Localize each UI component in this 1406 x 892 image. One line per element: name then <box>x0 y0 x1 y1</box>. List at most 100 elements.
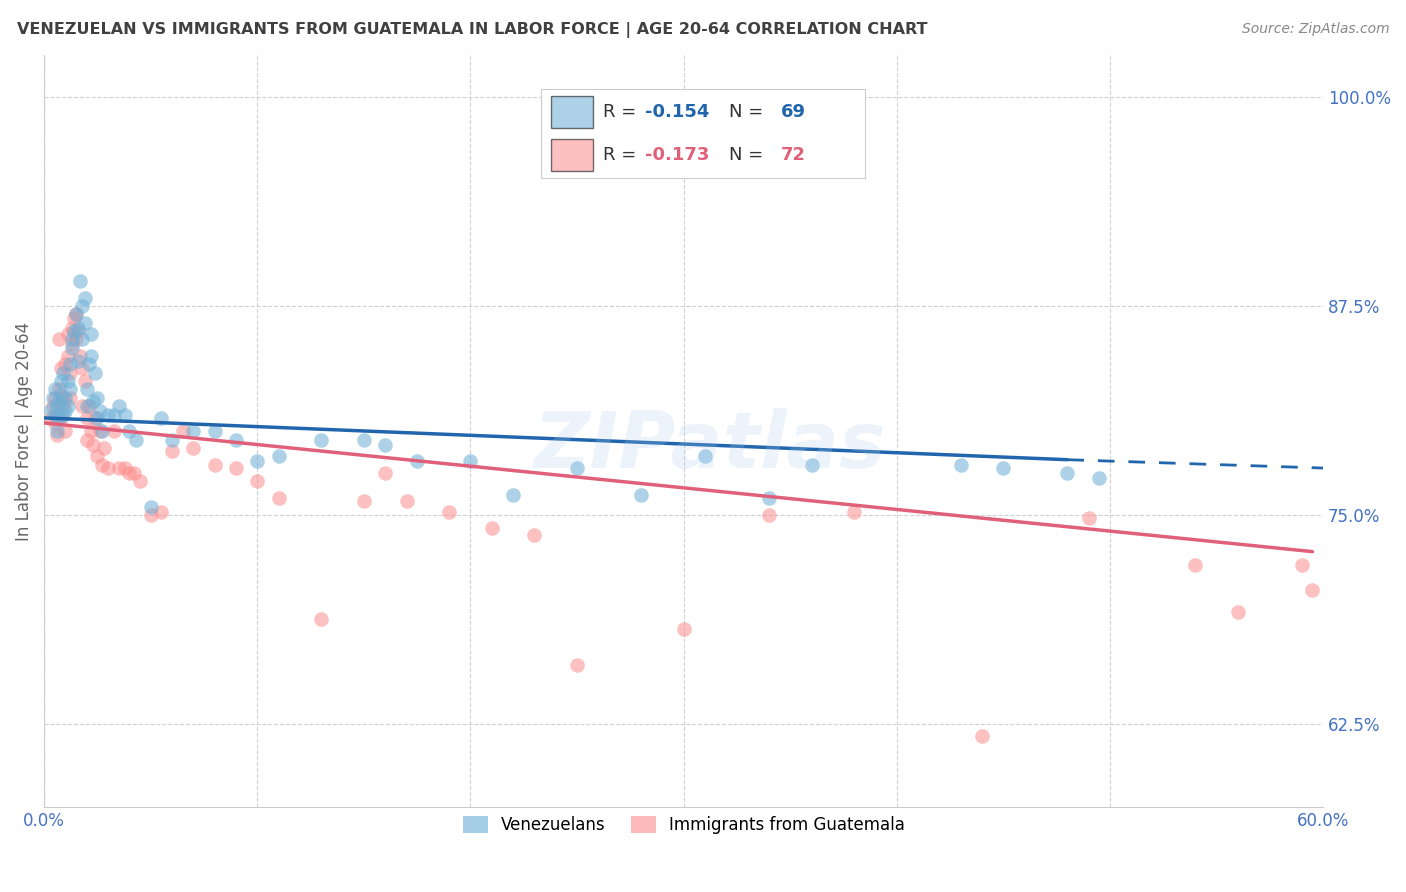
Point <box>107 399 129 413</box>
Point <box>183 424 205 438</box>
Point <box>73 291 96 305</box>
Point <box>65 307 87 321</box>
Point <box>51 374 73 388</box>
Point <box>150 411 173 425</box>
Point <box>56 327 79 342</box>
Point <box>69 349 91 363</box>
Point <box>84 366 107 380</box>
Text: 72: 72 <box>780 146 806 164</box>
Point <box>84 411 107 425</box>
Point <box>48 411 70 425</box>
Point <box>48 394 70 409</box>
Point <box>565 461 588 475</box>
Point <box>39 411 62 425</box>
Text: ZIPatlas: ZIPatlas <box>533 409 886 484</box>
Point <box>82 437 104 451</box>
Text: 69: 69 <box>780 103 806 121</box>
Point <box>225 433 247 447</box>
Point <box>758 491 780 505</box>
Point <box>63 324 86 338</box>
Point <box>1056 466 1078 480</box>
Point <box>86 391 108 405</box>
Point <box>118 466 141 480</box>
Point <box>246 454 269 468</box>
Point <box>72 399 94 413</box>
Point <box>55 391 77 405</box>
Point <box>41 391 63 405</box>
Point <box>55 424 77 438</box>
Point <box>56 374 79 388</box>
Point <box>44 391 66 405</box>
Point <box>65 332 87 346</box>
Point <box>60 332 83 346</box>
Point <box>90 458 112 472</box>
Point <box>89 404 111 418</box>
Point <box>139 508 162 522</box>
Point <box>51 387 73 401</box>
Point <box>52 391 75 405</box>
FancyBboxPatch shape <box>551 96 593 128</box>
Text: N =: N = <box>728 146 769 164</box>
Point <box>309 611 332 625</box>
Point <box>56 399 79 413</box>
Point <box>80 424 103 438</box>
Point <box>353 494 375 508</box>
Point <box>82 394 104 409</box>
Point <box>1088 471 1111 485</box>
Point <box>122 466 145 480</box>
Point <box>993 461 1015 475</box>
Point <box>39 402 62 417</box>
Point <box>51 360 73 375</box>
Point <box>125 433 148 447</box>
Point <box>114 408 136 422</box>
Point <box>59 383 82 397</box>
Point <box>1291 558 1313 572</box>
Point <box>67 354 90 368</box>
Point <box>172 424 194 438</box>
Point <box>80 327 103 342</box>
Text: -0.173: -0.173 <box>645 146 709 164</box>
Point <box>693 450 716 464</box>
Point <box>565 658 588 673</box>
Point <box>67 324 90 338</box>
Point <box>204 458 226 472</box>
Point <box>86 450 108 464</box>
Text: R =: R = <box>603 146 641 164</box>
Point <box>73 374 96 388</box>
Point <box>139 500 162 514</box>
Point <box>44 408 66 422</box>
Point <box>72 299 94 313</box>
Point <box>267 491 290 505</box>
Point <box>59 358 82 372</box>
Point <box>97 408 120 422</box>
Point <box>45 424 67 438</box>
Point <box>630 488 652 502</box>
Point <box>55 404 77 418</box>
Point <box>41 399 63 413</box>
Point <box>150 504 173 518</box>
Point <box>1226 605 1249 619</box>
Point <box>160 444 183 458</box>
Point <box>1301 583 1323 598</box>
Point <box>103 408 125 422</box>
Point <box>970 729 993 743</box>
Point <box>52 408 75 422</box>
Point <box>48 332 70 346</box>
Point <box>246 475 269 489</box>
Point <box>437 504 460 518</box>
Point <box>1184 558 1206 572</box>
Point <box>44 416 66 430</box>
Point <box>45 399 67 413</box>
Point <box>107 461 129 475</box>
Legend: Venezuelans, Immigrants from Guatemala: Venezuelans, Immigrants from Guatemala <box>456 809 911 840</box>
Point <box>63 310 86 325</box>
Y-axis label: In Labor Force | Age 20-64: In Labor Force | Age 20-64 <box>15 322 32 541</box>
Text: VENEZUELAN VS IMMIGRANTS FROM GUATEMALA IN LABOR FORCE | AGE 20-64 CORRELATION C: VENEZUELAN VS IMMIGRANTS FROM GUATEMALA … <box>17 22 928 38</box>
Point <box>374 466 396 480</box>
Point <box>76 433 98 447</box>
Point <box>844 504 866 518</box>
FancyBboxPatch shape <box>551 139 593 171</box>
Point <box>309 433 332 447</box>
Point <box>97 461 120 475</box>
Text: R =: R = <box>603 103 641 121</box>
